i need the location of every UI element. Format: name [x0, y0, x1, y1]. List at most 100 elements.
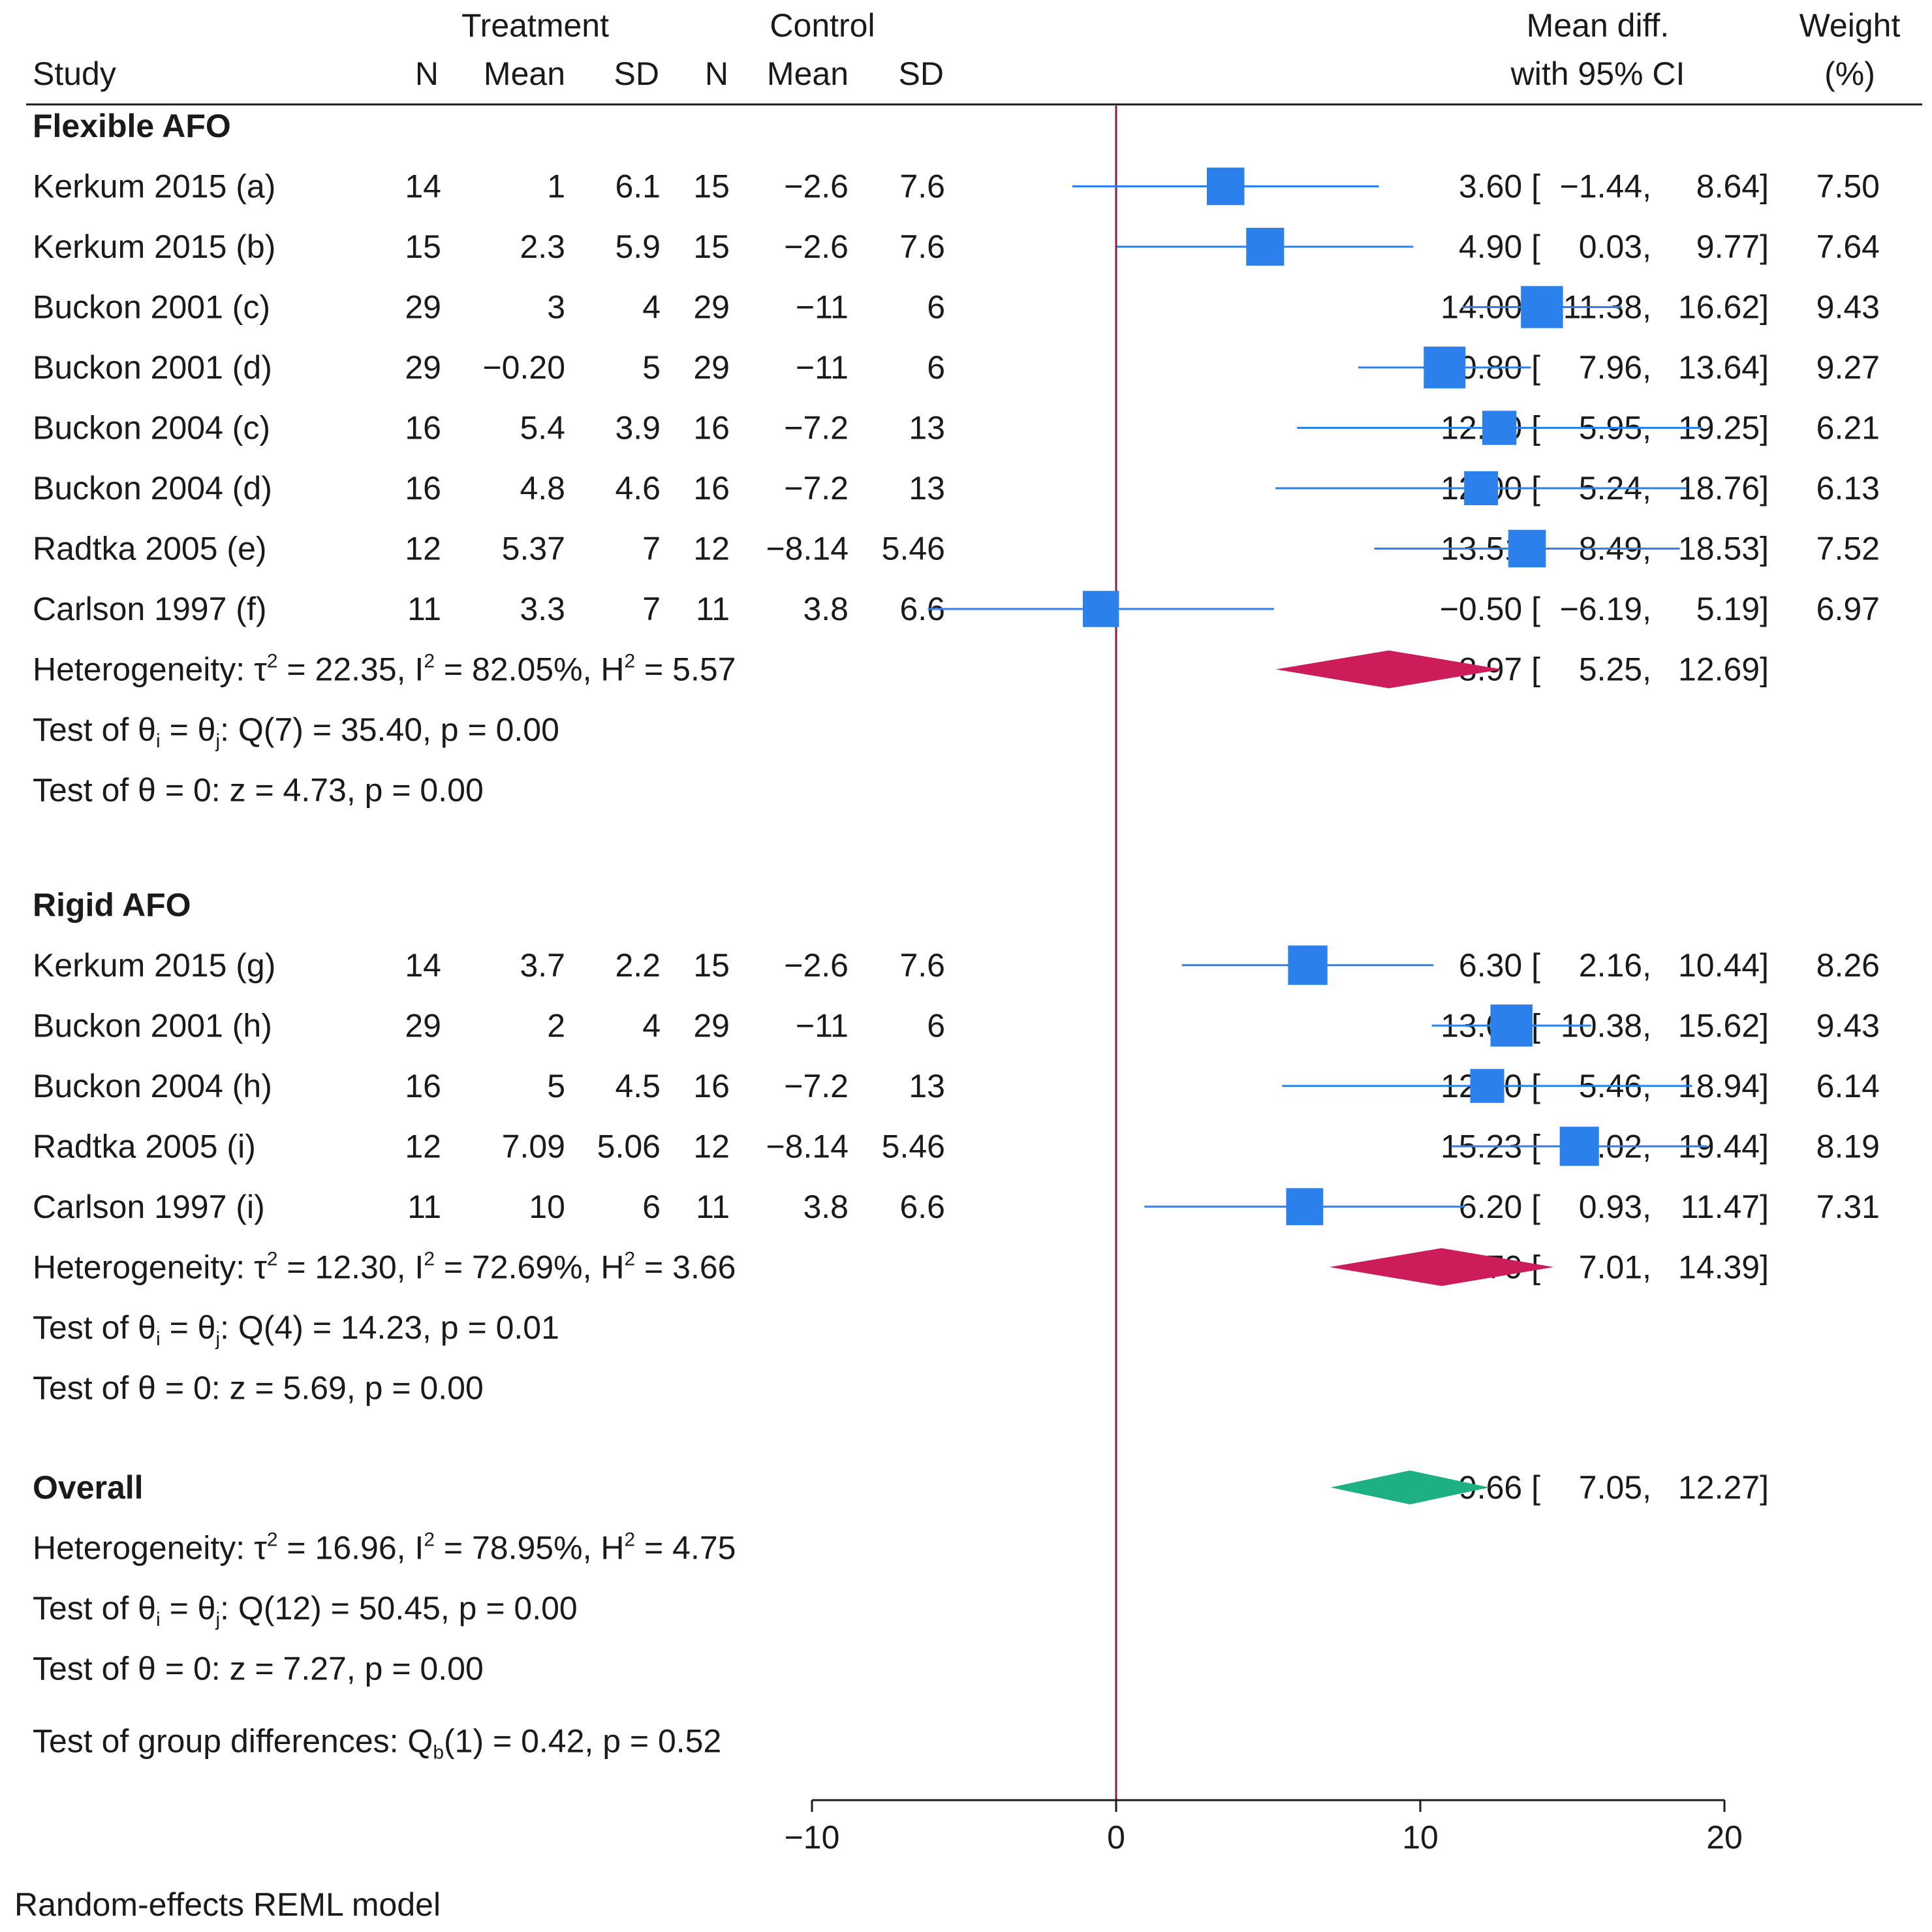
study-row-3-treatment-sd: 5 [642, 349, 661, 386]
study-row-5-treatment-sd: 4.6 [615, 470, 661, 506]
study-row-9-ci-upper: 15.62] [1678, 1007, 1769, 1044]
study-row-6-control-mean: −8.14 [766, 531, 849, 567]
overall-ci-upper: 12.27] [1678, 1469, 1769, 1506]
study-row-7-treatment-sd: 7 [642, 591, 661, 627]
study-row-12-ci-lower: 0.93, [1579, 1189, 1651, 1225]
header-control: Control [770, 7, 875, 44]
group-0-effect-test: Test of θ = 0: z = 4.73, p = 0.00 [33, 772, 484, 809]
rows-layer: Flexible AFO Kerkum 2015 (a) 14 1 6.1 15 −2.6 7… [33, 108, 1880, 1763]
study-row-3-marker [1424, 347, 1466, 388]
study-row-5-control-n: 16 [693, 470, 730, 506]
footnote: Random-effects REML model [14, 1886, 441, 1923]
group-0-homogeneity-test: Test of θi = θj: Q(7) = 35.40, p = 0.00 [33, 711, 559, 752]
study-row-2-control-n: 29 [693, 289, 730, 326]
study-row-1-ci-upper: 9.77] [1696, 228, 1769, 265]
study-row-5-ci-upper: 18.76] [1678, 470, 1769, 506]
study-row-12-treatment-sd: 6 [642, 1189, 661, 1225]
study-row-1-treatment-mean: 2.3 [520, 228, 565, 265]
study-row-10-marker [1470, 1068, 1504, 1103]
study-row-3-treatment-n: 29 [405, 349, 441, 386]
study-row-0-treatment-sd: 6.1 [615, 168, 661, 205]
study-row-2-treatment-mean: 3 [547, 289, 565, 326]
study-row-5-name: Buckon 2004 (d) [33, 470, 272, 506]
study-row-0-control-sd: 7.6 [899, 168, 945, 205]
header-effect-line1: Mean diff. [1527, 7, 1670, 44]
header-treatment-sd: SD [614, 55, 659, 92]
study-row-8-control-n: 15 [693, 947, 730, 984]
study-row-10-ci-upper: 18.94] [1678, 1068, 1769, 1104]
study-row-2-name: Buckon 2001 (c) [33, 289, 270, 326]
study-row-0-ci-lower: −1.44, [1560, 168, 1651, 205]
study-row-8-treatment-n: 14 [405, 947, 441, 984]
study-row-6-control-sd: 5.46 [882, 531, 945, 567]
group-0-summary-ci-lower: 5.25, [1579, 651, 1651, 688]
study-row-1-ci-estimate: 4.90 [ [1459, 228, 1540, 265]
study-row-6-ci-upper: 18.53] [1678, 531, 1769, 567]
study-row-4-control-sd: 13 [909, 410, 945, 446]
study-row-8-marker [1288, 945, 1328, 985]
study-row-9-weight: 9.43 [1816, 1007, 1880, 1044]
study-row-7-control-n: 11 [696, 591, 730, 627]
study-row-8-control-sd: 7.6 [899, 947, 945, 984]
study-row-12-control-n: 11 [696, 1189, 730, 1225]
x-tick-label-2: 10 [1402, 1819, 1439, 1856]
group-1-diamond [1329, 1248, 1554, 1286]
study-row-0-treatment-mean: 1 [547, 168, 565, 205]
group-0-summary-ci-upper: 12.69] [1678, 651, 1769, 688]
study-row-12-weight: 7.31 [1816, 1189, 1880, 1225]
study-row-7-name: Carlson 1997 (f) [33, 591, 267, 627]
study-row-9-control-n: 29 [693, 1007, 730, 1044]
study-row-10-treatment-n: 16 [405, 1068, 441, 1104]
study-row-6-marker [1508, 529, 1546, 568]
group-differences-test: Test of group differences: Qb(1) = 0.42,… [33, 1722, 721, 1763]
study-row-10-control-n: 16 [693, 1068, 730, 1104]
study-row-12-ci-estimate: 6.20 [ [1459, 1189, 1540, 1225]
study-row-1-ci-lower: 0.03, [1579, 228, 1651, 265]
study-row-11-treatment-sd: 5.06 [597, 1128, 661, 1164]
overall-heterogeneity: Heterogeneity: τ2 = 16.96, I2 = 78.95%, … [33, 1529, 736, 1566]
study-row-1-treatment-sd: 5.9 [615, 228, 661, 265]
group-0-heterogeneity: Heterogeneity: τ2 = 22.35, I2 = 82.05%, … [33, 651, 736, 688]
study-row-9-marker [1490, 1005, 1533, 1047]
study-row-10-treatment-sd: 4.5 [615, 1068, 661, 1104]
study-row-7-control-mean: 3.8 [803, 591, 849, 627]
x-tick-label-3: 20 [1706, 1819, 1743, 1856]
header-effect-line2: with 95% CI [1510, 55, 1685, 92]
study-row-1-treatment-n: 15 [405, 228, 441, 265]
study-row-12-ci-upper: 11.47] [1681, 1189, 1769, 1225]
study-row-5-control-sd: 13 [909, 470, 945, 506]
study-row-11-name: Radtka 2005 (i) [33, 1128, 256, 1164]
group-1-summary-ci-lower: 7.01, [1579, 1249, 1651, 1285]
study-row-8-control-mean: −2.6 [784, 947, 849, 984]
study-row-12-treatment-n: 11 [407, 1189, 441, 1225]
study-row-8-name: Kerkum 2015 (g) [33, 947, 275, 984]
header-treatment-mean: Mean [484, 55, 565, 92]
study-row-2-control-mean: −11 [796, 289, 849, 326]
study-row-3-control-mean: −11 [796, 349, 849, 386]
study-row-3-weight: 9.27 [1816, 349, 1880, 386]
group-1-effect-test: Test of θ = 0: z = 5.69, p = 0.00 [33, 1369, 484, 1406]
study-row-1-control-n: 15 [693, 228, 730, 265]
study-row-0-control-mean: −2.6 [784, 168, 849, 205]
study-row-8-treatment-mean: 3.7 [520, 947, 565, 984]
study-row-9-control-sd: 6 [927, 1007, 945, 1044]
header-study: Study [33, 55, 116, 92]
study-row-0-treatment-n: 14 [405, 168, 441, 205]
study-row-0-ci-estimate: 3.60 [ [1459, 168, 1540, 205]
study-row-8-ci-estimate: 6.30 [ [1459, 947, 1540, 984]
overall-diamond [1330, 1470, 1489, 1504]
study-row-3-control-n: 29 [693, 349, 730, 386]
study-row-9-treatment-sd: 4 [642, 1007, 661, 1044]
study-row-2-control-sd: 6 [927, 289, 945, 326]
study-row-0-name: Kerkum 2015 (a) [33, 168, 275, 205]
study-row-10-name: Buckon 2004 (h) [33, 1068, 272, 1104]
study-row-2-treatment-sd: 4 [642, 289, 661, 326]
study-row-10-weight: 6.14 [1816, 1068, 1880, 1104]
study-row-7-treatment-mean: 3.3 [520, 591, 565, 627]
table-header: Treatment Control Study N Mean SD N Mean… [26, 7, 1922, 106]
study-row-11-weight: 8.19 [1816, 1128, 1880, 1164]
group-0-diamond [1275, 650, 1503, 689]
study-row-2-ci-upper: 16.62] [1678, 289, 1769, 326]
group-title-0: Flexible AFO [33, 108, 231, 144]
